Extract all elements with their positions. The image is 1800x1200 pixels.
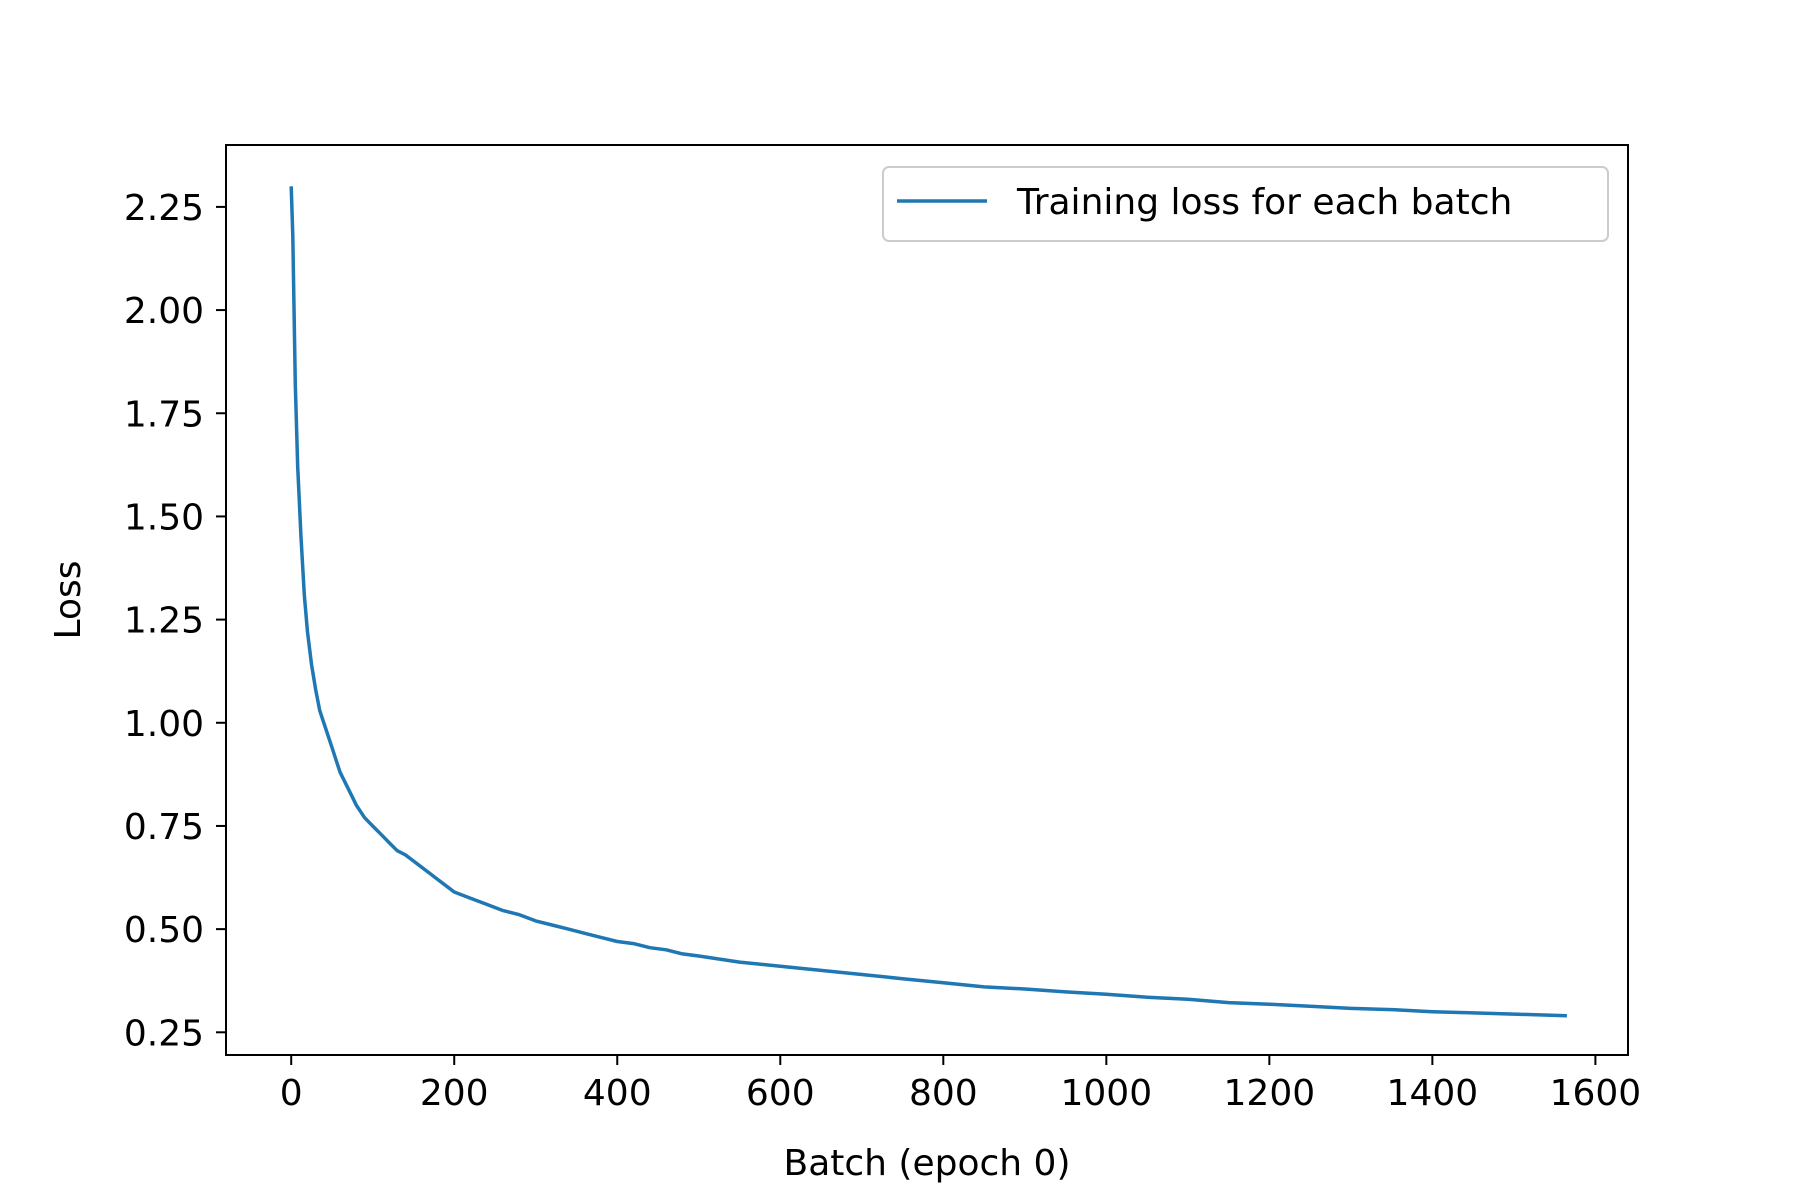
series-line-training-loss bbox=[289, 186, 1567, 1018]
y-tick-label: 2.00 bbox=[124, 291, 204, 332]
y-axis-label: Loss bbox=[48, 561, 89, 640]
x-tick-label: 1600 bbox=[1550, 1073, 1642, 1114]
y-axis: 0.25 0.50 0.75 1.00 1.25 1.50 1.75 2.00 2.25 bbox=[124, 188, 226, 1054]
x-tick-label: 400 bbox=[583, 1073, 652, 1114]
x-tick-label: 800 bbox=[909, 1073, 978, 1114]
x-tick-label: 1400 bbox=[1387, 1073, 1479, 1114]
y-tick-label: 2.25 bbox=[124, 188, 204, 229]
plot-frame bbox=[225, 144, 1629, 1056]
y-tick-label: 0.25 bbox=[124, 1013, 204, 1054]
x-tick-label: 1000 bbox=[1061, 1073, 1153, 1114]
x-tick-label: 0 bbox=[280, 1073, 303, 1114]
plot-area bbox=[226, 145, 1628, 1055]
y-tick-label: 0.50 bbox=[124, 910, 204, 951]
x-axis-label: Batch (epoch 0) bbox=[784, 1143, 1071, 1184]
x-tick-label: 200 bbox=[420, 1073, 489, 1114]
y-tick-label: 1.50 bbox=[124, 497, 204, 538]
y-tick-label: 1.75 bbox=[124, 394, 204, 435]
x-tick-label: 600 bbox=[746, 1073, 815, 1114]
legend-box bbox=[882, 166, 1609, 242]
y-tick-label: 1.25 bbox=[124, 601, 204, 642]
legend-label: Training loss for each batch bbox=[1016, 182, 1512, 223]
legend: Training loss for each batch bbox=[882, 166, 1609, 242]
x-axis: 0 200 400 600 800 1000 1200 1400 1600 bbox=[280, 1055, 1641, 1114]
y-tick-label: 1.00 bbox=[124, 704, 204, 745]
y-tick-label: 0.75 bbox=[124, 807, 204, 848]
x-tick-label: 1200 bbox=[1224, 1073, 1316, 1114]
